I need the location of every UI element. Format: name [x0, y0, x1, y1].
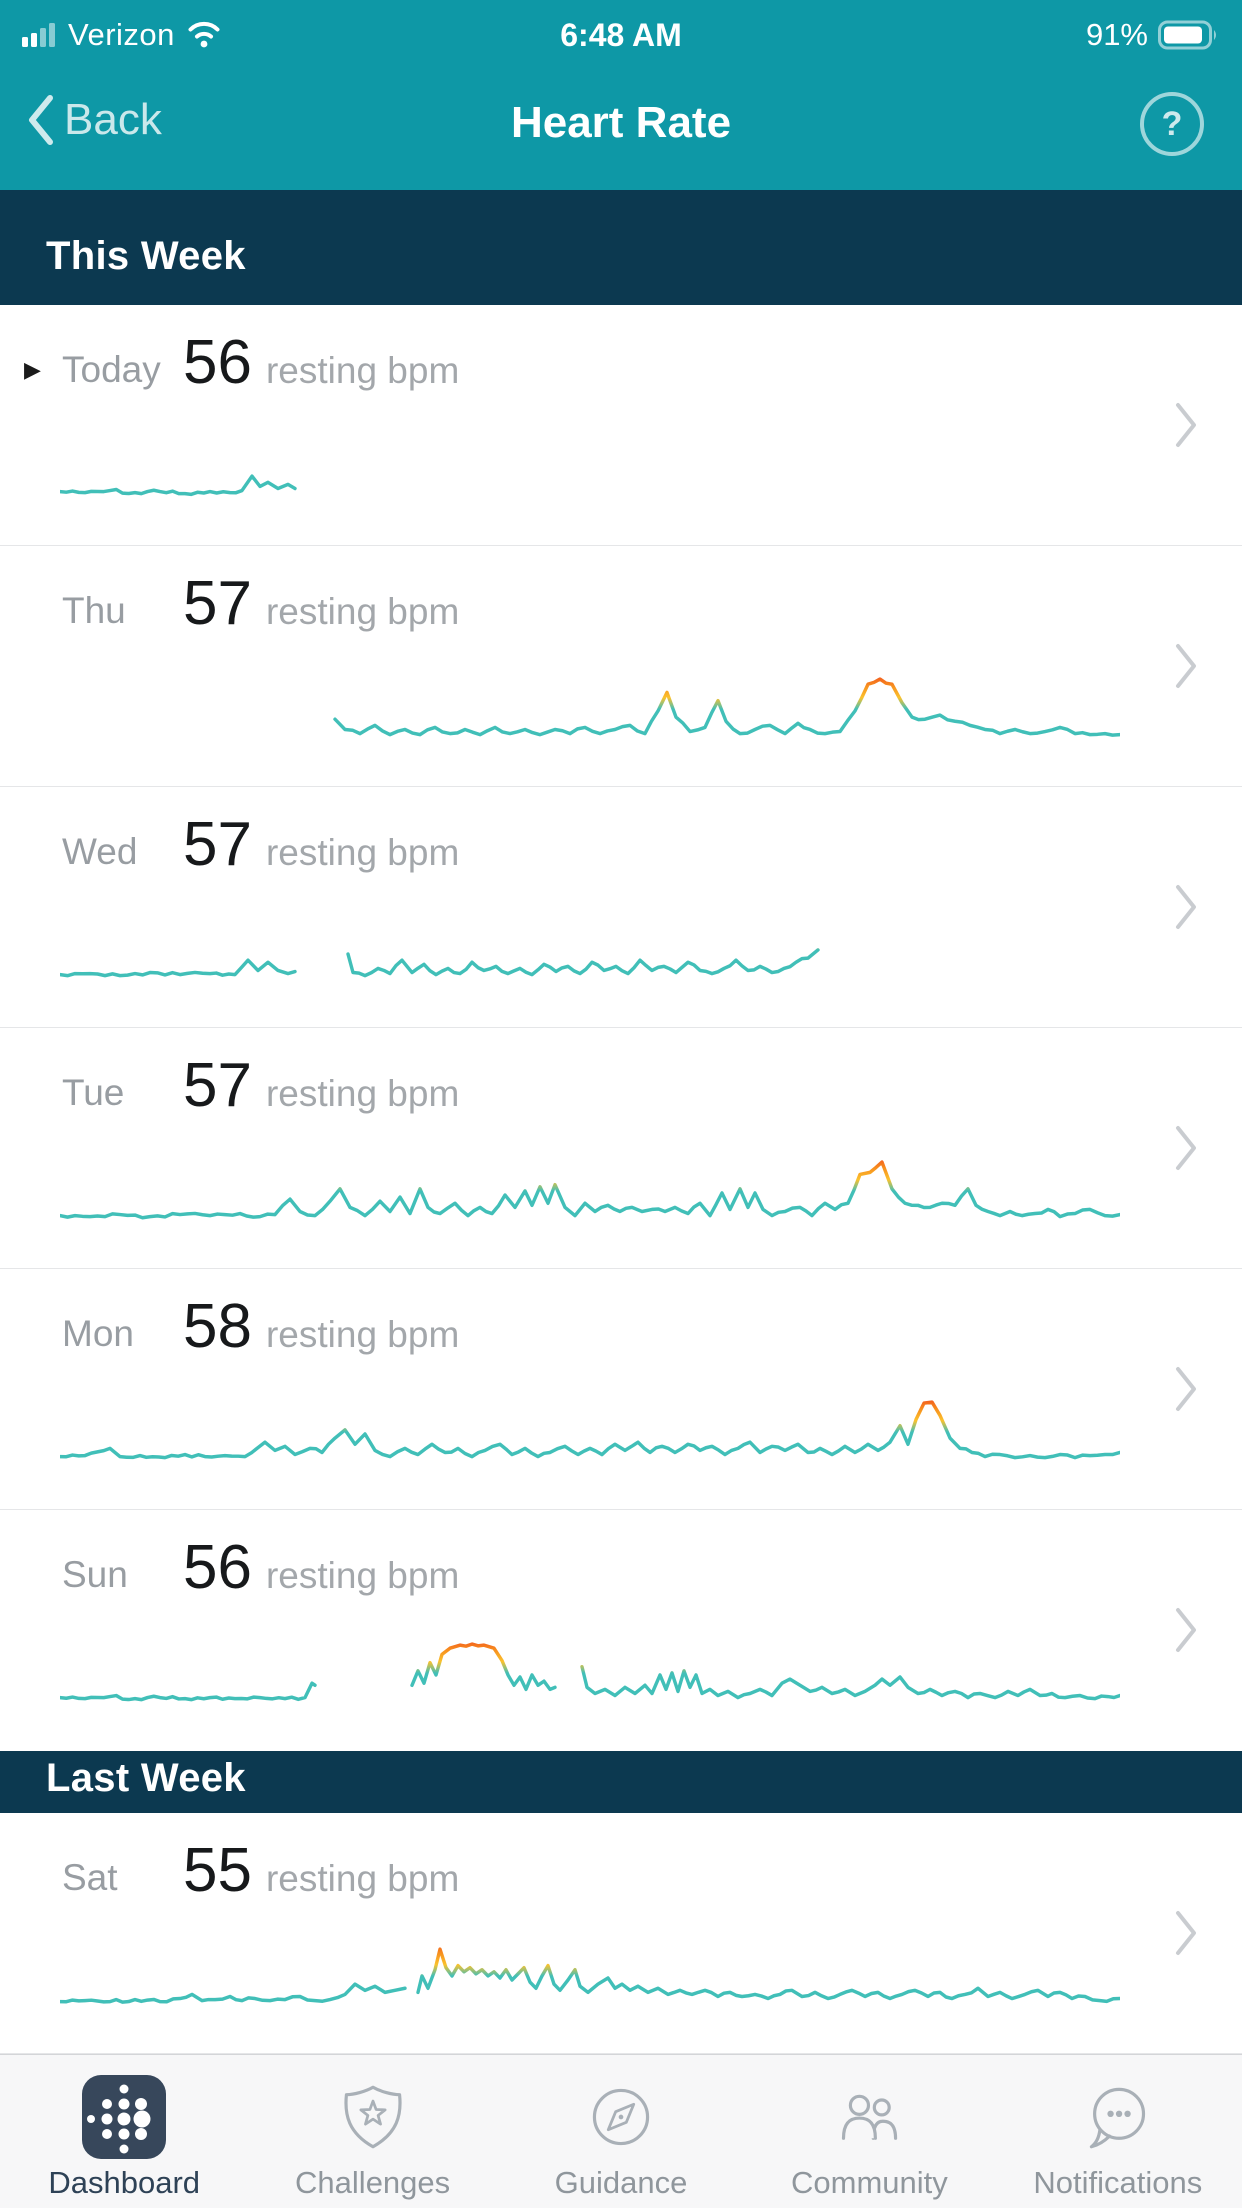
heart-rate-sparkline — [60, 474, 297, 497]
chevron-right-icon — [1176, 403, 1196, 447]
tab-dashboard[interactable]: Dashboard — [0, 2055, 248, 2208]
help-question-icon: ? — [1161, 104, 1183, 143]
week-section: Last Week ▶ Sat 55 resting bpm — [0, 1751, 1242, 2054]
tab-challenges[interactable]: Challenges — [248, 2055, 496, 2208]
section-header: Last Week — [0, 1751, 1242, 1813]
heart-rate-sparkline — [60, 1400, 1120, 1460]
fitbit-dashboard-icon — [82, 2071, 167, 2163]
resting-bpm-unit: resting bpm — [265, 1858, 460, 1899]
resting-bpm-unit: resting bpm — [265, 591, 460, 632]
carrier-label: Verizon — [68, 17, 175, 52]
guidance-compass-icon — [587, 2071, 655, 2163]
tab-label: Notifications — [1033, 2165, 1203, 2200]
heart-rate-sparkline — [60, 1642, 1120, 1702]
day-label: Sun — [62, 1554, 128, 1595]
nav-bar: Back Heart Rate ? — [0, 60, 1242, 190]
section-rows: ▶ Today 56 resting bpm ▶ Thu 57 resting … — [0, 305, 1242, 1751]
tab-label: Guidance — [554, 2165, 688, 2200]
back-label: Back — [64, 95, 162, 144]
resting-bpm-value: 56 — [183, 1533, 252, 1602]
day-label: Tue — [62, 1072, 125, 1113]
heart-rate-sparkline — [60, 948, 820, 978]
battery-icon — [1158, 20, 1216, 50]
chevron-right-icon — [1176, 1911, 1196, 1955]
day-label: Thu — [62, 590, 126, 631]
tab-label: Challenges — [295, 2165, 451, 2200]
heart-rate-day-row[interactable]: ▶ Sat 55 resting bpm — [0, 1813, 1242, 2054]
heart-rate-day-row[interactable]: ▶ Wed 57 resting bpm — [0, 787, 1242, 1028]
cell-signal-icon — [22, 23, 55, 47]
resting-bpm-unit: resting bpm — [265, 832, 460, 873]
back-chevron-icon — [29, 95, 53, 145]
heart-rate-sparkline — [333, 677, 1120, 737]
challenges-shield-star-icon — [339, 2071, 407, 2163]
clock-time: 6:48 AM — [560, 16, 682, 53]
heart-rate-sparkline — [60, 1160, 1120, 1220]
day-label: Wed — [62, 831, 138, 872]
wifi-icon — [188, 21, 220, 48]
page-title: Heart Rate — [510, 98, 732, 147]
chevron-right-icon — [1176, 644, 1196, 688]
tab-notifications[interactable]: Notifications — [994, 2055, 1242, 2208]
heart-rate-day-row[interactable]: ▶ Tue 57 resting bpm — [0, 1028, 1242, 1269]
status-bar: Verizon 6:48 AM 91% — [0, 0, 1242, 60]
day-label: Today — [62, 349, 161, 390]
section-header: This Week — [0, 190, 1242, 305]
resting-bpm-unit: resting bpm — [265, 350, 460, 391]
tab-bar: Dashboard Challenges Guidance Community … — [0, 2054, 1242, 2208]
help-button[interactable]: ? — [1140, 92, 1204, 156]
tab-label: Dashboard — [48, 2165, 201, 2200]
day-label: Sat — [62, 1857, 118, 1898]
back-button[interactable]: Back — [28, 94, 162, 146]
chevron-right-icon — [1176, 1608, 1196, 1652]
resting-bpm-value: 57 — [183, 810, 252, 879]
battery-percent-label: 91% — [1085, 17, 1148, 52]
resting-bpm-value: 55 — [183, 1836, 252, 1905]
chevron-right-icon — [1176, 1367, 1196, 1411]
heart-rate-day-row[interactable]: ▶ Today 56 resting bpm — [0, 305, 1242, 546]
heart-rate-day-row[interactable]: ▶ Mon 58 resting bpm — [0, 1269, 1242, 1510]
top-bar: Verizon 6:48 AM 91% — [0, 0, 1242, 190]
heart-rate-sparkline — [60, 1947, 1120, 2004]
section-title: This Week — [46, 234, 246, 278]
today-marker-icon: ▶ — [24, 357, 41, 382]
resting-bpm-value: 56 — [183, 328, 252, 397]
resting-bpm-unit: resting bpm — [265, 1314, 460, 1355]
tab-label: Community — [791, 2165, 948, 2200]
day-label: Mon — [62, 1313, 134, 1354]
heart-rate-day-row[interactable]: ▶ Sun 56 resting bpm — [0, 1510, 1242, 1751]
tab-guidance[interactable]: Guidance — [497, 2055, 745, 2208]
heart-rate-day-row[interactable]: ▶ Thu 57 resting bpm — [0, 546, 1242, 787]
section-rows: ▶ Sat 55 resting bpm — [0, 1813, 1242, 2054]
resting-bpm-value: 57 — [183, 1051, 252, 1120]
section-title: Last Week — [46, 1756, 246, 1800]
sections: This Week ▶ Today 56 resting bpm ▶ Thu 5… — [0, 190, 1242, 2054]
resting-bpm-unit: resting bpm — [265, 1555, 460, 1596]
chevron-right-icon — [1176, 885, 1196, 929]
notifications-chat-bubble-icon — [1084, 2071, 1152, 2163]
resting-bpm-unit: resting bpm — [265, 1073, 460, 1114]
week-section: This Week ▶ Today 56 resting bpm ▶ Thu 5… — [0, 190, 1242, 1751]
community-people-icon — [833, 2071, 905, 2163]
resting-bpm-value: 57 — [183, 569, 252, 638]
chevron-right-icon — [1176, 1126, 1196, 1170]
tab-community[interactable]: Community — [745, 2055, 993, 2208]
resting-bpm-value: 58 — [183, 1292, 252, 1361]
